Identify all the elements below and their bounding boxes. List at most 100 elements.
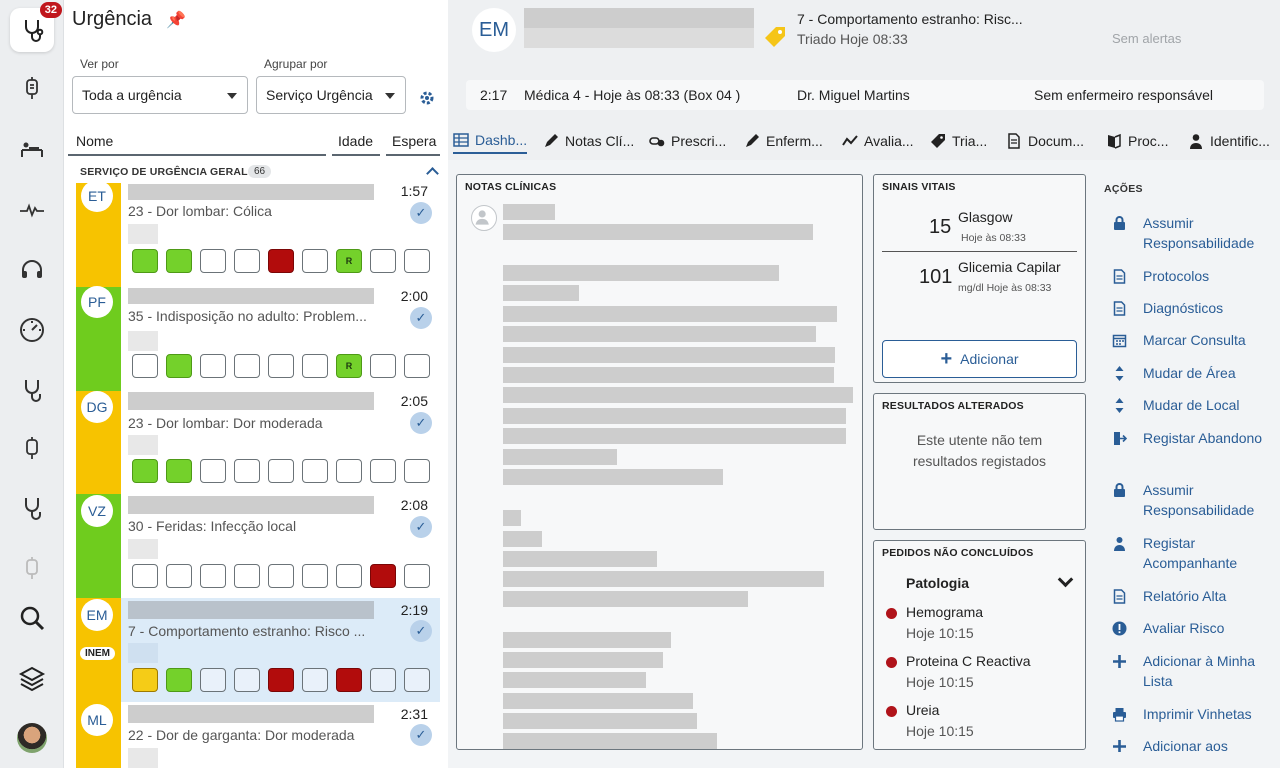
stethoscope-icon[interactable]: 32 bbox=[10, 2, 62, 52]
status-box[interactable] bbox=[166, 249, 192, 273]
tab-notas-clinicas[interactable]: Notas Clí... bbox=[543, 128, 634, 154]
action-marcar-consulta[interactable]: Marcar Consulta bbox=[1112, 330, 1280, 350]
status-box[interactable] bbox=[132, 668, 158, 692]
status-box[interactable] bbox=[234, 354, 260, 378]
status-box[interactable] bbox=[370, 668, 396, 692]
iv-bag-icon[interactable] bbox=[10, 426, 54, 470]
gauge-icon[interactable] bbox=[10, 308, 54, 352]
action-mudar-area[interactable]: Mudar de Área bbox=[1112, 363, 1280, 383]
status-box[interactable] bbox=[336, 564, 362, 588]
status-box[interactable] bbox=[404, 459, 430, 483]
patient-row[interactable]: VZ 2:08 30 - Feridas: Infecção local ✓ bbox=[76, 494, 440, 598]
status-box[interactable] bbox=[336, 668, 362, 692]
tab-avaliacao[interactable]: Avalia... bbox=[842, 128, 914, 154]
status-box[interactable] bbox=[234, 249, 260, 273]
action-registar-abandono[interactable]: Registar Abandono bbox=[1112, 428, 1280, 448]
patient-row[interactable]: PF 2:00 35 - Indisposição no adulto: Pro… bbox=[76, 286, 440, 391]
patient-row-selected[interactable]: EM INEM 2:19 7 - Comportamento estranho:… bbox=[76, 598, 440, 702]
status-box[interactable] bbox=[404, 249, 430, 273]
heartbeat-icon[interactable] bbox=[10, 188, 54, 232]
action-assumir-responsabilidade-2[interactable]: Assumir Responsabilidade bbox=[1112, 480, 1280, 520]
pin-icon[interactable]: 📌 bbox=[166, 12, 186, 29]
status-box[interactable] bbox=[132, 459, 158, 483]
status-box[interactable] bbox=[404, 564, 430, 588]
patient-bed-icon[interactable] bbox=[10, 128, 54, 172]
status-box[interactable] bbox=[268, 459, 294, 483]
column-header-espera[interactable]: Espera bbox=[392, 133, 437, 149]
status-box[interactable] bbox=[132, 564, 158, 588]
user-avatar[interactable] bbox=[10, 716, 54, 760]
status-box[interactable] bbox=[268, 668, 294, 692]
tab-procedimentos[interactable]: Proc... bbox=[1106, 128, 1168, 154]
status-box[interactable] bbox=[132, 354, 158, 378]
status-box[interactable] bbox=[166, 668, 192, 692]
iv-bag-icon[interactable] bbox=[10, 66, 54, 110]
status-box[interactable] bbox=[370, 564, 396, 588]
search-icon[interactable] bbox=[10, 596, 54, 640]
action-imprimir-vinhetas[interactable]: Imprimir Vinhetas bbox=[1112, 704, 1280, 724]
tab-triagem[interactable]: Tria... bbox=[930, 128, 987, 154]
action-mudar-local[interactable]: Mudar de Local bbox=[1112, 395, 1280, 415]
status-box[interactable] bbox=[370, 459, 396, 483]
status-box[interactable] bbox=[166, 354, 192, 378]
status-box[interactable] bbox=[200, 564, 226, 588]
gear-icon[interactable] bbox=[418, 89, 436, 107]
status-box-r[interactable]: R bbox=[336, 249, 362, 273]
status-box[interactable] bbox=[268, 354, 294, 378]
status-box[interactable] bbox=[302, 668, 328, 692]
redacted-name bbox=[128, 705, 374, 723]
status-box[interactable] bbox=[336, 459, 362, 483]
status-box[interactable] bbox=[302, 564, 328, 588]
status-box[interactable] bbox=[200, 354, 226, 378]
action-relatorio-alta[interactable]: Relatório Alta bbox=[1112, 586, 1280, 606]
action-registar-acompanhante[interactable]: Registar Acompanhante bbox=[1112, 533, 1280, 573]
chevron-down-icon[interactable] bbox=[1057, 571, 1074, 588]
status-box[interactable] bbox=[370, 249, 396, 273]
action-adicionar-aos[interactable]: Adicionar aos bbox=[1112, 736, 1280, 752]
layers-icon[interactable] bbox=[10, 656, 54, 700]
status-box[interactable] bbox=[234, 564, 260, 588]
tab-documentos[interactable]: Docum... bbox=[1006, 128, 1084, 154]
ver-por-select[interactable]: Toda a urgência bbox=[72, 76, 248, 114]
stethoscope-icon[interactable] bbox=[10, 368, 54, 412]
action-protocolos[interactable]: Protocolos bbox=[1112, 266, 1280, 286]
headset-icon[interactable] bbox=[10, 248, 54, 292]
status-box[interactable] bbox=[234, 459, 260, 483]
add-vital-button[interactable]: + Adicionar bbox=[882, 340, 1077, 378]
patient-row[interactable]: ML 2:31 22 - Dor de garganta: Dor modera… bbox=[76, 702, 440, 768]
action-diagnosticos[interactable]: Diagnósticos bbox=[1112, 298, 1280, 318]
status-box[interactable] bbox=[200, 668, 226, 692]
status-boxes: R bbox=[132, 249, 430, 273]
patient-row[interactable]: ET 1:57 23 - Dor lombar: Cólica ✓ R bbox=[76, 180, 440, 287]
tab-identificacao[interactable]: Identific... bbox=[1188, 128, 1270, 154]
status-box[interactable] bbox=[268, 564, 294, 588]
status-box[interactable] bbox=[370, 354, 396, 378]
status-box[interactable] bbox=[200, 459, 226, 483]
status-box[interactable] bbox=[200, 249, 226, 273]
status-box[interactable] bbox=[132, 249, 158, 273]
status-box[interactable] bbox=[234, 668, 260, 692]
status-box[interactable] bbox=[404, 354, 430, 378]
status-box[interactable] bbox=[166, 564, 192, 588]
chevron-up-icon[interactable] bbox=[426, 167, 439, 180]
status-box[interactable] bbox=[302, 249, 328, 273]
column-header-nome[interactable]: Nome bbox=[76, 133, 114, 149]
tab-enfermagem[interactable]: Enferm... bbox=[744, 128, 823, 154]
status-box[interactable] bbox=[302, 354, 328, 378]
status-box[interactable] bbox=[268, 249, 294, 273]
agrupar-por-select[interactable]: Serviço Urgência bbox=[256, 76, 406, 114]
status-box-r[interactable]: R bbox=[336, 354, 362, 378]
column-header-idade[interactable]: Idade bbox=[338, 133, 374, 149]
status-box[interactable] bbox=[166, 459, 192, 483]
action-assumir-responsabilidade[interactable]: Assumir Responsabilidade bbox=[1112, 213, 1280, 253]
iv-bag-icon[interactable] bbox=[10, 546, 54, 590]
status-box[interactable] bbox=[302, 459, 328, 483]
status-box[interactable] bbox=[404, 668, 430, 692]
action-avaliar-risco[interactable]: Avaliar Risco bbox=[1112, 618, 1280, 638]
tab-prescricao[interactable]: Prescri... bbox=[649, 128, 726, 154]
patient-row[interactable]: DG 2:05 23 - Dor lombar: Dor moderada ✓ bbox=[76, 391, 440, 495]
stethoscope-icon[interactable] bbox=[10, 486, 54, 530]
tab-dashboard[interactable]: Dashb... bbox=[453, 128, 528, 154]
action-adicionar-minha-lista[interactable]: Adicionar à Minha Lista bbox=[1112, 651, 1280, 691]
avatar: ML bbox=[81, 704, 113, 736]
